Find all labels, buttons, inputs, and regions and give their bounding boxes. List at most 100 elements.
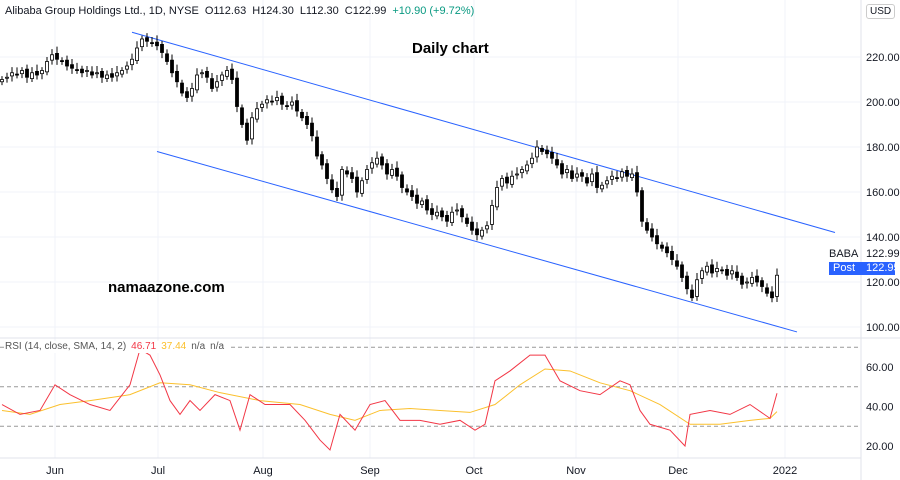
candle-body — [265, 99, 269, 104]
time-tick-label: Oct — [465, 465, 482, 477]
candle-body — [335, 187, 339, 197]
candle-body — [320, 154, 324, 166]
candle-body — [760, 280, 764, 287]
candle — [175, 64, 179, 88]
candle-body — [200, 72, 204, 75]
candle-body — [5, 76, 9, 79]
candle-body — [545, 149, 549, 155]
candle — [205, 66, 209, 83]
candle-body — [275, 97, 279, 102]
candle-body — [515, 173, 519, 176]
candle — [495, 180, 499, 211]
candle-body — [280, 95, 284, 105]
candle-body — [220, 74, 224, 81]
candle-body — [135, 47, 139, 61]
candle — [600, 181, 604, 193]
currency-button[interactable]: USD — [866, 4, 896, 19]
post-value: 122.95 — [866, 262, 900, 274]
candle-body — [480, 229, 484, 237]
candle — [695, 273, 699, 301]
candle — [515, 167, 519, 180]
candle-body — [745, 281, 749, 284]
candle-body — [435, 211, 439, 217]
candle-body — [590, 173, 594, 183]
candle — [485, 221, 489, 234]
candle — [135, 41, 139, 64]
candle-body — [230, 68, 234, 80]
candle — [705, 261, 709, 276]
candle — [770, 286, 774, 303]
candle — [290, 96, 294, 110]
candle — [750, 271, 754, 287]
candle — [560, 160, 564, 179]
candle — [405, 184, 409, 196]
time-tick-label: 2022 — [773, 465, 797, 477]
candle — [15, 67, 19, 79]
candle-body — [555, 159, 559, 166]
candle-body — [670, 250, 674, 260]
candle — [180, 79, 184, 97]
candle — [580, 169, 584, 182]
candle — [390, 163, 394, 179]
price-tick-label: 180.00 — [866, 142, 900, 154]
candle — [25, 64, 29, 83]
candle-body — [565, 169, 569, 174]
candle — [700, 267, 704, 285]
candle — [420, 197, 424, 208]
candle — [295, 93, 299, 117]
candle-body — [310, 122, 314, 137]
candle — [125, 61, 129, 74]
candle — [630, 168, 634, 181]
candle — [360, 177, 364, 197]
candle-body — [150, 42, 154, 44]
candle-body — [720, 269, 724, 272]
candle-body — [740, 275, 744, 285]
rsi-legend[interactable]: RSI (14, close, SMA, 14, 2) 46.71 37.44 n/a… — [5, 341, 230, 353]
candle — [490, 199, 494, 231]
candle-body — [445, 214, 449, 222]
candle-body — [685, 275, 689, 290]
candle-body — [620, 171, 624, 178]
candle-body — [80, 68, 84, 74]
candle-body — [210, 78, 214, 89]
candle-body — [340, 169, 344, 196]
last-price-value: 122.99 — [866, 248, 900, 260]
candle — [335, 181, 339, 201]
candle-body — [680, 264, 684, 278]
candle-body — [145, 37, 149, 42]
candle-body — [175, 71, 179, 83]
time-tick-label: Sep — [360, 465, 380, 477]
candle — [155, 35, 159, 51]
candle — [375, 151, 379, 168]
candle-body — [140, 38, 144, 48]
candle-body — [630, 173, 634, 178]
post-label: Post — [833, 262, 856, 274]
candle — [355, 170, 359, 198]
candle — [640, 187, 644, 227]
candle-body — [160, 44, 164, 53]
candle-body — [0, 79, 4, 83]
candle — [330, 174, 334, 194]
candle — [45, 57, 49, 76]
candle-body — [610, 175, 614, 180]
candle-body — [710, 264, 714, 274]
candle — [170, 54, 174, 78]
candle-body — [595, 172, 599, 188]
candle — [265, 95, 269, 109]
candle — [540, 144, 544, 155]
chart-title-annotation: Daily chart — [412, 40, 489, 57]
candle — [740, 272, 744, 289]
candle-body — [380, 156, 384, 166]
candle — [85, 66, 89, 78]
candle — [35, 64, 39, 80]
candle — [90, 66, 94, 79]
rsi-sma-line — [1, 368, 778, 425]
candle — [550, 146, 554, 164]
candle — [665, 242, 669, 258]
candle — [445, 210, 449, 227]
candle-body — [355, 176, 359, 193]
candle-body — [100, 71, 104, 78]
candle-body — [260, 103, 264, 108]
candle-body — [360, 180, 364, 194]
